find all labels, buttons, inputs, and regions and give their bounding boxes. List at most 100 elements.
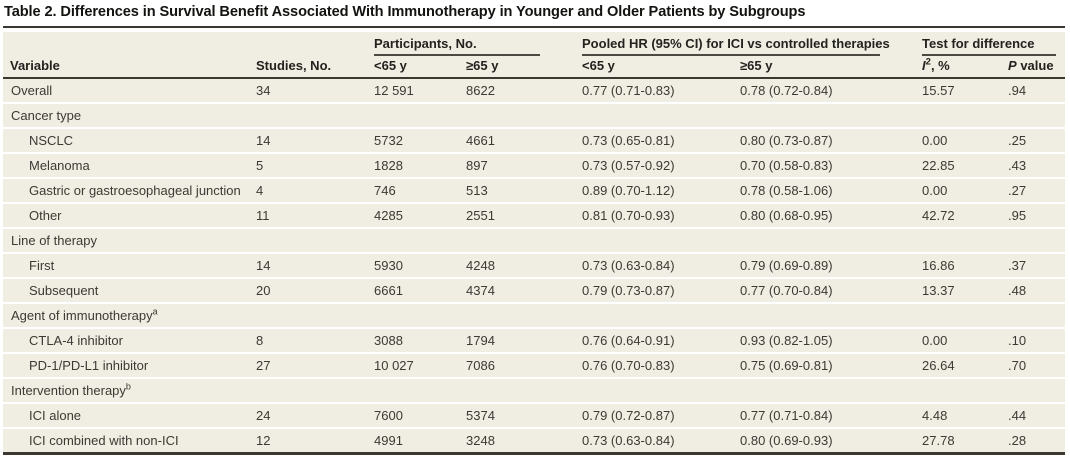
cell-participants-lt65: 3088 bbox=[367, 328, 459, 354]
table-body: Overall 34 12 591 8622 0.77 (0.71-0.83) … bbox=[3, 78, 1066, 454]
table-row: PD-1/PD-L1 inhibitor 27 10 027 7086 0.76… bbox=[3, 353, 1066, 379]
cell-studies: 24 bbox=[249, 403, 367, 429]
cell-hr-lt65: 0.73 (0.63-0.84) bbox=[575, 428, 734, 454]
cell-p-value: .48 bbox=[1001, 278, 1066, 304]
subgroups-table: Participants, No. Pooled HR (95% CI) for… bbox=[3, 32, 1066, 455]
cell-i2: 15.57 bbox=[915, 78, 1002, 104]
section-header-row: Line of therapy bbox=[3, 228, 1066, 254]
cell-p-value: .37 bbox=[1001, 253, 1066, 279]
cell-i2: 26.64 bbox=[915, 353, 1002, 379]
cell-i2: 27.78 bbox=[915, 428, 1002, 454]
cell-studies: 34 bbox=[249, 78, 367, 104]
cell-hr-ge65: 0.70 (0.58-0.83) bbox=[733, 153, 916, 179]
cell-hr-lt65: 0.79 (0.72-0.87) bbox=[575, 403, 734, 429]
cell-section-label: Cancer type bbox=[3, 103, 1066, 129]
cell-i2: 22.85 bbox=[915, 153, 1002, 179]
cell-participants-ge65: 1794 bbox=[459, 328, 576, 354]
table-row: Subsequent 20 6661 4374 0.79 (0.73-0.87)… bbox=[3, 278, 1066, 304]
cell-variable: ICI alone bbox=[3, 403, 249, 429]
cell-variable: Melanoma bbox=[3, 153, 249, 179]
cell-studies: 14 bbox=[249, 128, 367, 154]
table-title: Table 2. Differences in Survival Benefit… bbox=[4, 4, 806, 20]
cell-hr-lt65: 0.81 (0.70-0.93) bbox=[575, 203, 734, 229]
cell-studies: 12 bbox=[249, 428, 367, 454]
col-header-p-value: P value bbox=[1001, 56, 1066, 79]
cell-studies: 20 bbox=[249, 278, 367, 304]
cell-p-value: .28 bbox=[1001, 428, 1066, 454]
cell-p-value: .43 bbox=[1001, 153, 1066, 179]
col-group-pooled-hr: Pooled HR (95% CI) for ICI vs controlled… bbox=[575, 32, 916, 56]
col-header-i2: I2, % bbox=[915, 56, 1002, 79]
cell-i2: 16.86 bbox=[915, 253, 1002, 279]
cell-p-value: .70 bbox=[1001, 353, 1066, 379]
cell-participants-lt65: 1828 bbox=[367, 153, 459, 179]
cell-hr-lt65: 0.73 (0.57-0.92) bbox=[575, 153, 734, 179]
cell-participants-ge65: 4248 bbox=[459, 253, 576, 279]
cell-participants-lt65: 4285 bbox=[367, 203, 459, 229]
footnote-marker: a bbox=[152, 306, 158, 317]
cell-studies: 4 bbox=[249, 178, 367, 204]
cell-p-value: .10 bbox=[1001, 328, 1066, 354]
cell-variable: NSCLC bbox=[3, 128, 249, 154]
cell-studies: 8 bbox=[249, 328, 367, 354]
cell-participants-ge65: 2551 bbox=[459, 203, 576, 229]
cell-i2: 42.72 bbox=[915, 203, 1002, 229]
cell-section-label: Line of therapy bbox=[3, 228, 1066, 254]
cell-hr-ge65: 0.93 (0.82-1.05) bbox=[733, 328, 916, 354]
spacer-studies bbox=[249, 32, 367, 56]
section-header-row: Agent of immunotherapya bbox=[3, 303, 1066, 329]
table-row: First 14 5930 4248 0.73 (0.63-0.84) 0.79… bbox=[3, 253, 1066, 279]
cell-variable: ICI combined with non-ICI bbox=[3, 428, 249, 454]
cell-hr-ge65: 0.80 (0.69-0.93) bbox=[733, 428, 916, 454]
cell-participants-lt65: 10 027 bbox=[367, 353, 459, 379]
title-rule bbox=[3, 26, 1065, 28]
cell-variable: Subsequent bbox=[3, 278, 249, 304]
cell-hr-lt65: 0.76 (0.64-0.91) bbox=[575, 328, 734, 354]
table-row: Gastric or gastroesophageal junction 4 7… bbox=[3, 178, 1066, 204]
group-header-row: Participants, No. Pooled HR (95% CI) for… bbox=[3, 32, 1066, 56]
cell-hr-ge65: 0.77 (0.71-0.84) bbox=[733, 403, 916, 429]
col-group-test-difference: Test for difference bbox=[915, 32, 1066, 56]
cell-variable: Gastric or gastroesophageal junction bbox=[3, 178, 249, 204]
footnote-marker: b bbox=[125, 381, 131, 392]
spacer-variable bbox=[3, 32, 249, 56]
table-row: Overall 34 12 591 8622 0.77 (0.71-0.83) … bbox=[3, 78, 1066, 104]
col-group-participants: Participants, No. bbox=[367, 32, 576, 56]
cell-participants-ge65: 8622 bbox=[459, 78, 576, 104]
cell-participants-lt65: 5732 bbox=[367, 128, 459, 154]
cell-variable: Overall bbox=[3, 78, 249, 104]
cell-section-label: Agent of immunotherapya bbox=[3, 303, 1066, 329]
cell-hr-ge65: 0.80 (0.68-0.95) bbox=[733, 203, 916, 229]
cell-hr-lt65: 0.76 (0.70-0.83) bbox=[575, 353, 734, 379]
cell-hr-ge65: 0.79 (0.69-0.89) bbox=[733, 253, 916, 279]
cell-p-value: .25 bbox=[1001, 128, 1066, 154]
cell-hr-lt65: 0.73 (0.65-0.81) bbox=[575, 128, 734, 154]
cell-studies: 5 bbox=[249, 153, 367, 179]
cell-i2: 0.00 bbox=[915, 128, 1002, 154]
cell-hr-lt65: 0.77 (0.71-0.83) bbox=[575, 78, 734, 104]
cell-variable: Other bbox=[3, 203, 249, 229]
cell-participants-lt65: 7600 bbox=[367, 403, 459, 429]
cell-participants-ge65: 4661 bbox=[459, 128, 576, 154]
col-header-variable: Variable bbox=[3, 56, 249, 79]
cell-variable: PD-1/PD-L1 inhibitor bbox=[3, 353, 249, 379]
cell-participants-ge65: 4374 bbox=[459, 278, 576, 304]
cell-participants-lt65: 5930 bbox=[367, 253, 459, 279]
cell-participants-ge65: 897 bbox=[459, 153, 576, 179]
col-header-hr-ge65: ≥65 y bbox=[733, 56, 916, 79]
cell-participants-ge65: 5374 bbox=[459, 403, 576, 429]
col-header-participants-ge65: ≥65 y bbox=[459, 56, 576, 79]
table-row: NSCLC 14 5732 4661 0.73 (0.65-0.81) 0.80… bbox=[3, 128, 1066, 154]
cell-hr-ge65: 0.78 (0.58-1.06) bbox=[733, 178, 916, 204]
col-header-studies: Studies, No. bbox=[249, 56, 367, 79]
cell-p-value: .94 bbox=[1001, 78, 1066, 104]
cell-hr-ge65: 0.78 (0.72-0.84) bbox=[733, 78, 916, 104]
section-header-row: Intervention therapyb bbox=[3, 378, 1066, 404]
cell-participants-lt65: 6661 bbox=[367, 278, 459, 304]
cell-participants-lt65: 4991 bbox=[367, 428, 459, 454]
table-header: Participants, No. Pooled HR (95% CI) for… bbox=[3, 32, 1066, 79]
cell-hr-lt65: 0.79 (0.73-0.87) bbox=[575, 278, 734, 304]
cell-p-value: .27 bbox=[1001, 178, 1066, 204]
col-header-hr-lt65: <65 y bbox=[575, 56, 734, 79]
column-header-row: Variable Studies, No. <65 y ≥65 y <65 y … bbox=[3, 56, 1066, 79]
